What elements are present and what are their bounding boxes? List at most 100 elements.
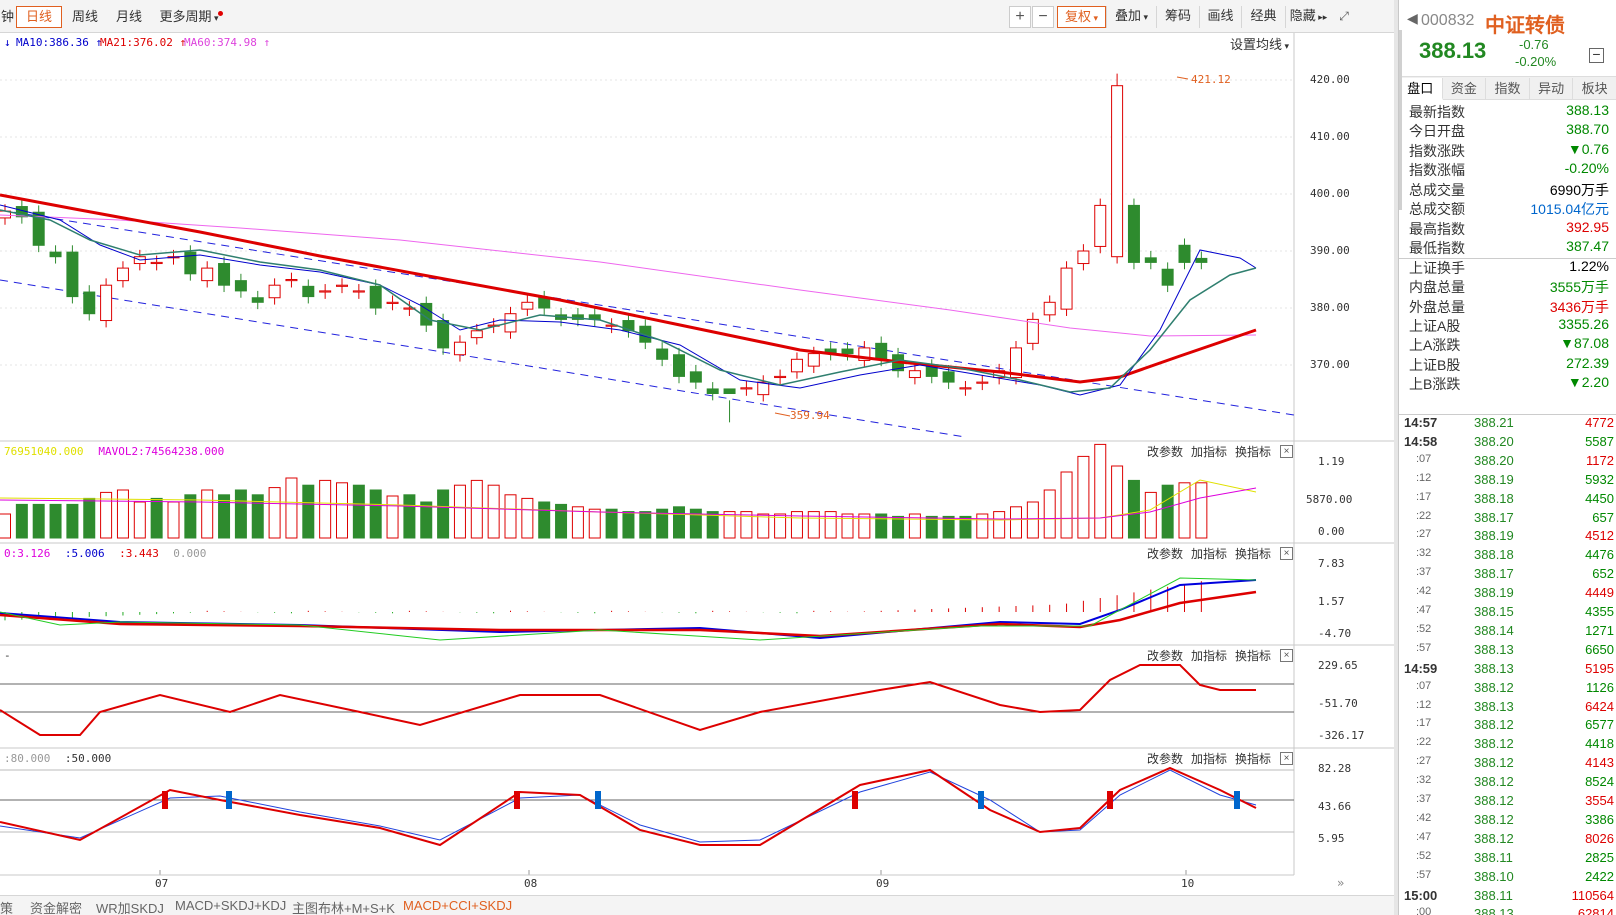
candle-body[interactable]	[100, 284, 113, 322]
volume-bar[interactable]	[403, 494, 416, 539]
cci-close-icon[interactable]: ×	[1280, 649, 1293, 662]
volume-bar[interactable]	[673, 506, 685, 539]
volume-bar[interactable]	[268, 487, 281, 539]
candle-body[interactable]	[1060, 267, 1073, 310]
toolbar-button-3[interactable]: 画线	[1199, 6, 1241, 28]
volume-bar[interactable]	[824, 511, 837, 539]
toolbar-button-0[interactable]: 复权 ▾	[1057, 6, 1106, 28]
volume-bar[interactable]	[352, 484, 365, 539]
volume-bar[interactable]	[133, 501, 146, 539]
candle-body[interactable]	[1026, 318, 1039, 344]
volume-bar[interactable]	[858, 513, 871, 539]
candle-body[interactable]	[437, 320, 450, 349]
candle-body[interactable]	[453, 341, 466, 356]
candle-body[interactable]	[319, 290, 332, 293]
volume-bar[interactable]	[1060, 471, 1073, 539]
volume-bar[interactable]	[1077, 455, 1090, 539]
sidebar-tab-1[interactable]: 资金	[1443, 78, 1487, 100]
candle-body[interactable]	[1010, 347, 1022, 379]
candle-body[interactable]	[285, 279, 298, 282]
candle-body[interactable]	[639, 325, 652, 343]
macd-panel-button-1[interactable]: 加指标	[1191, 547, 1228, 561]
volume-bar[interactable]	[774, 513, 787, 539]
candle-body[interactable]	[757, 381, 770, 396]
volume-bar[interactable]	[925, 515, 938, 539]
volume-bar[interactable]	[150, 497, 163, 539]
back-arrow-icon[interactable]: ◀	[1407, 10, 1418, 26]
sidebar-tab-4[interactable]: 板块	[1573, 78, 1616, 100]
candle-body[interactable]	[908, 370, 921, 379]
volume-bar[interactable]	[1144, 491, 1157, 539]
candle-body[interactable]	[251, 297, 264, 303]
volume-bar[interactable]	[875, 513, 888, 539]
candle-body[interactable]	[369, 285, 382, 309]
indicator-tab-0[interactable]: 策	[0, 901, 14, 915]
skdj-panel-button-2[interactable]: 换指标	[1235, 752, 1272, 766]
candle-body[interactable]	[807, 353, 820, 367]
volume-bar[interactable]	[487, 484, 500, 539]
candle-body[interactable]	[1111, 85, 1124, 258]
candle-body[interactable]	[841, 348, 854, 355]
panel-splitter[interactable]	[1394, 0, 1398, 915]
volume-bar[interactable]	[622, 511, 635, 539]
candle-body[interactable]	[1077, 250, 1090, 265]
macd-panel-button-2[interactable]: 换指标	[1235, 547, 1272, 561]
candle-body[interactable]	[1178, 244, 1191, 263]
volume-bar[interactable]	[521, 497, 534, 539]
volume-bar[interactable]	[0, 513, 11, 539]
candle-body[interactable]	[218, 263, 231, 286]
volume-bar[interactable]	[184, 494, 197, 539]
candle-body[interactable]	[49, 251, 62, 258]
indicator-tab-2[interactable]: WR加SKDJ	[96, 901, 164, 915]
volume-bar[interactable]	[15, 503, 28, 539]
cci-panel-button-2[interactable]: 换指标	[1235, 649, 1272, 663]
candle-body[interactable]	[656, 348, 669, 360]
volume-panel-button-1[interactable]: 加指标	[1191, 445, 1228, 459]
volume-bar[interactable]	[504, 494, 517, 539]
volume-bar[interactable]	[588, 508, 601, 539]
sidebar-scrollbar[interactable]	[1399, 30, 1402, 210]
candle-body[interactable]	[521, 301, 534, 310]
zoom-in-button[interactable]: +	[1009, 6, 1031, 28]
candle-body[interactable]	[83, 291, 96, 315]
skdj-panel-button-1[interactable]: 加指标	[1191, 752, 1228, 766]
volume-bar[interactable]	[1094, 443, 1107, 539]
kline-chart[interactable]	[0, 0, 1394, 895]
candle-body[interactable]	[470, 330, 483, 339]
candle-body[interactable]	[942, 371, 955, 383]
volume-bar[interactable]	[1043, 489, 1056, 539]
volume-bar[interactable]	[1178, 482, 1191, 539]
candle-body[interactable]	[774, 375, 787, 379]
candle-body[interactable]	[673, 354, 685, 377]
zoom-out-button[interactable]: −	[1032, 6, 1054, 28]
candle-body[interactable]	[336, 284, 348, 287]
volume-bar[interactable]	[1161, 484, 1174, 539]
volume-bar[interactable]	[319, 479, 332, 539]
candle-body[interactable]	[1127, 204, 1140, 263]
chart-area[interactable]: 钟日线 周线 月线 更多周期 ▾ + − 复权 ▾ 叠加 ▾ 筹码 画线 经典 隐藏 ▸▸ ⤢ 420.…	[0, 0, 1394, 915]
indicator-tab-1[interactable]: 资金解密	[30, 901, 83, 915]
candle-body[interactable]	[858, 347, 871, 361]
volume-bar[interactable]	[689, 508, 702, 539]
ma-settings-button[interactable]: 设置均线 ▾	[1230, 37, 1290, 52]
volume-bar[interactable]	[571, 506, 584, 539]
indicator-tab-4[interactable]: 主图布林+M+S+K	[292, 901, 395, 915]
volume-bar[interactable]	[100, 491, 113, 539]
candle-body[interactable]	[234, 280, 247, 292]
volume-bar[interactable]	[437, 489, 450, 539]
candle-body[interactable]	[150, 261, 163, 265]
volume-bar[interactable]	[740, 511, 753, 539]
skdj-close-icon[interactable]: ×	[1280, 752, 1293, 765]
volume-bar[interactable]	[470, 479, 483, 539]
period-tab-3[interactable]: 更多周期 ▾	[152, 6, 226, 28]
volume-bar[interactable]	[1195, 482, 1208, 539]
fullscreen-icon[interactable]: ⤢	[1339, 9, 1349, 23]
candle-body[interactable]	[1094, 204, 1107, 247]
volume-bar[interactable]	[49, 503, 62, 539]
volume-bar[interactable]	[790, 511, 803, 539]
volume-bar[interactable]	[369, 489, 382, 539]
candle-body[interactable]	[268, 284, 281, 299]
candle-body[interactable]	[1043, 301, 1056, 316]
volume-bar[interactable]	[942, 515, 955, 539]
volume-bar[interactable]	[420, 501, 433, 539]
